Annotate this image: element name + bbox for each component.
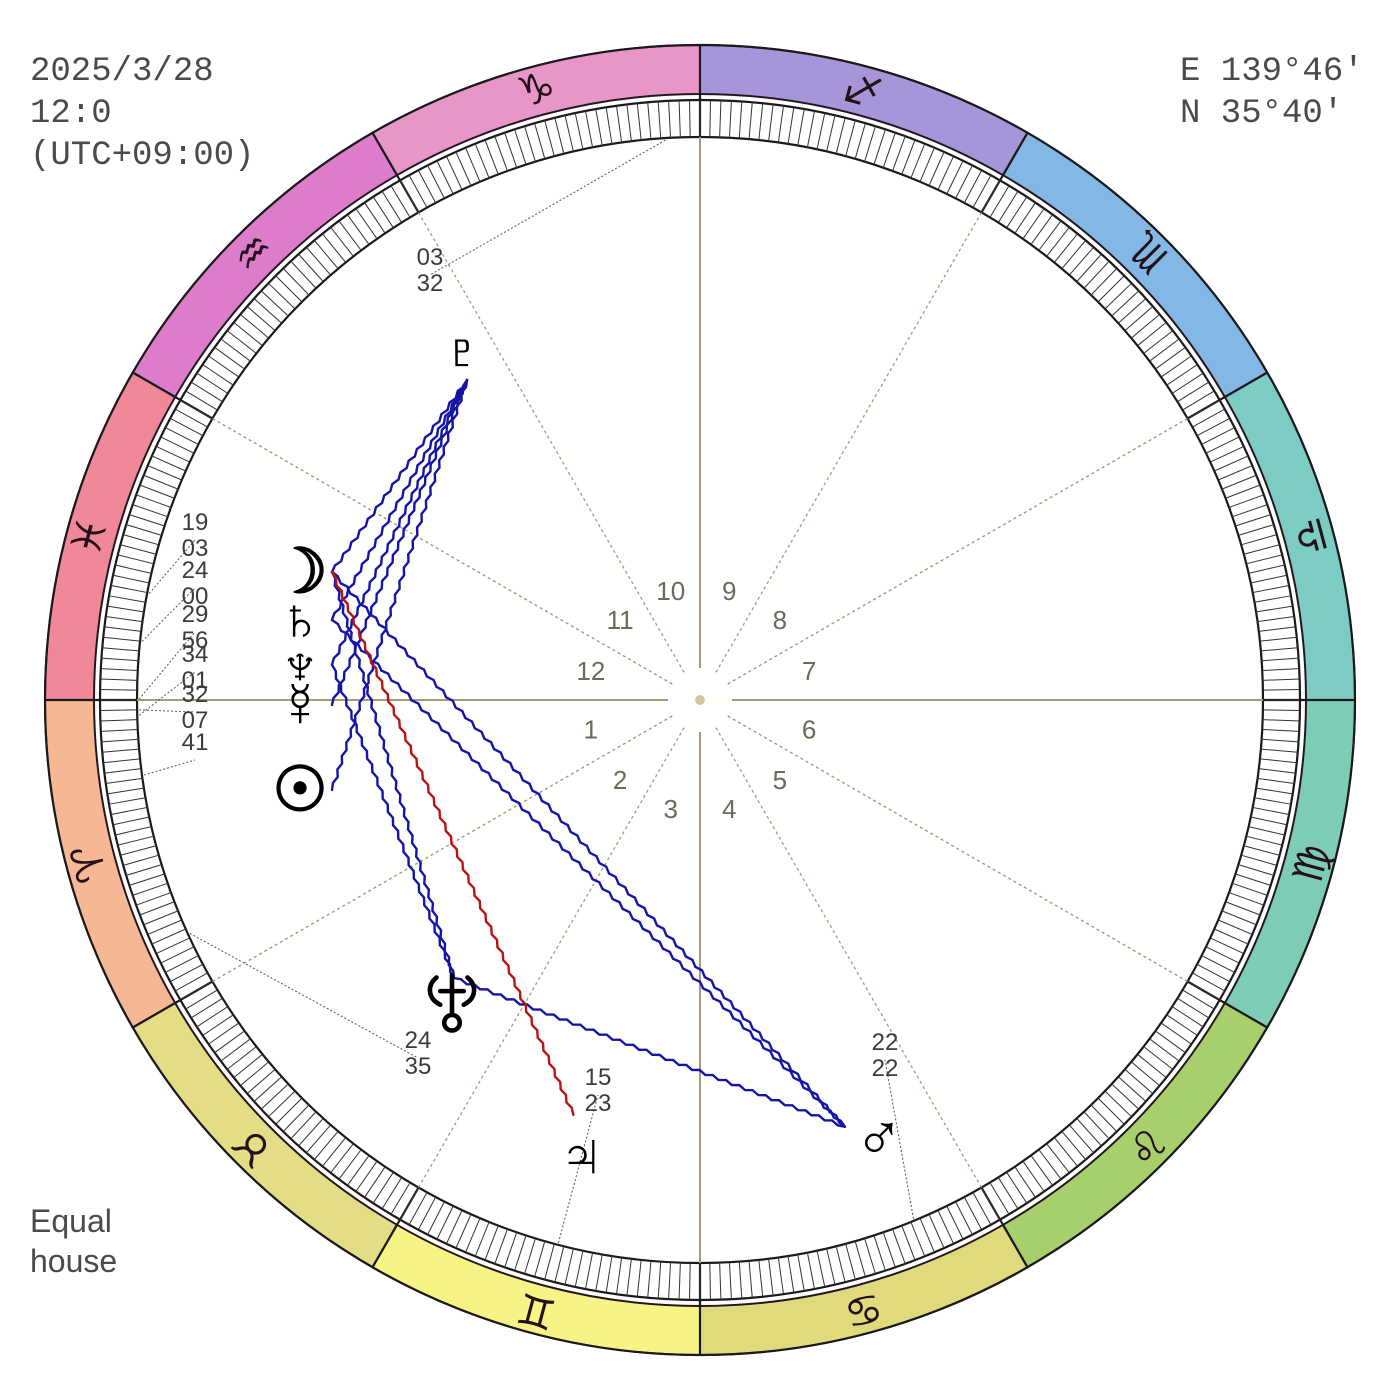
svg-text:24: 24 <box>182 557 209 584</box>
svg-text:22: 22 <box>872 1055 899 1082</box>
svg-text:♇: ♇ <box>437 313 487 387</box>
svg-text:♂: ♂ <box>854 1098 904 1172</box>
svg-text:☉: ☉ <box>272 756 328 825</box>
svg-text:19: 19 <box>182 509 209 536</box>
svg-text:2: 2 <box>613 765 627 795</box>
svg-text:32: 32 <box>417 270 444 297</box>
svg-text:E 139°46': E 139°46' <box>1180 53 1364 91</box>
svg-text:41: 41 <box>182 729 209 756</box>
svg-text:11: 11 <box>607 605 634 635</box>
svg-text:9: 9 <box>722 576 736 606</box>
svg-text:35: 35 <box>405 1053 432 1080</box>
svg-text:♀: ♀ <box>277 671 324 740</box>
svg-text:24: 24 <box>405 1027 432 1054</box>
svg-text:4: 4 <box>722 794 736 824</box>
svg-text:23: 23 <box>585 1090 612 1117</box>
svg-text:6: 6 <box>802 714 816 744</box>
svg-text:Equal: Equal <box>30 1203 112 1239</box>
svg-text:12: 12 <box>576 656 605 686</box>
svg-text:15: 15 <box>585 1064 612 1091</box>
svg-text:1: 1 <box>584 714 598 744</box>
svg-text:22: 22 <box>872 1029 899 1056</box>
svg-text:12:0: 12:0 <box>30 95 112 133</box>
svg-text:3: 3 <box>664 794 678 824</box>
svg-text:29: 29 <box>182 601 209 628</box>
svg-text:7: 7 <box>802 656 816 686</box>
svg-text:10: 10 <box>656 576 685 606</box>
svg-text:34: 34 <box>182 641 209 668</box>
svg-text:♃: ♃ <box>557 1118 607 1192</box>
svg-text:N 35°40': N 35°40' <box>1180 95 1343 133</box>
svg-text:8: 8 <box>773 605 787 635</box>
svg-text:32: 32 <box>182 681 209 708</box>
svg-text:house: house <box>30 1243 117 1279</box>
svg-text:(UTC+09:00): (UTC+09:00) <box>30 137 254 175</box>
svg-text:03: 03 <box>417 244 444 271</box>
svg-text:2025/3/28: 2025/3/28 <box>30 53 214 91</box>
svg-text:5: 5 <box>773 765 787 795</box>
